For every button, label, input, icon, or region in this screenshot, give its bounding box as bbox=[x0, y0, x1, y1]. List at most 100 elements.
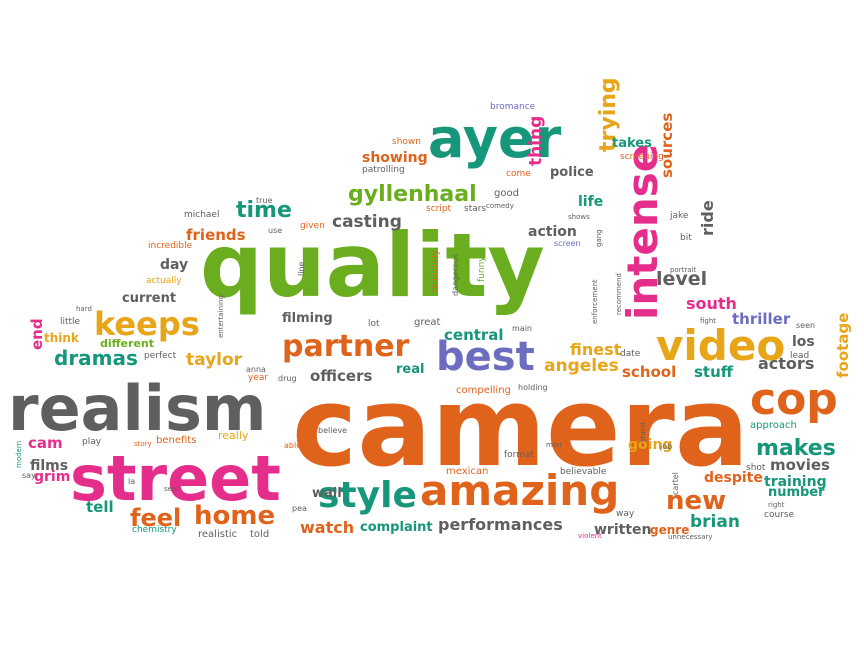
word-shot: shot bbox=[746, 463, 766, 473]
word-thriller: thriller bbox=[732, 310, 791, 328]
word-genre: genre bbox=[650, 523, 690, 537]
word-comedy: comedy bbox=[486, 202, 514, 210]
word-day: day bbox=[160, 257, 189, 273]
word-quality: quality bbox=[200, 214, 545, 317]
word-camera: camera bbox=[292, 363, 750, 491]
word-realism: realism bbox=[8, 372, 267, 445]
word-casting: casting bbox=[332, 212, 402, 232]
word-watch: watch bbox=[300, 518, 355, 537]
word-bromance: bromance bbox=[490, 102, 536, 112]
word-great: great bbox=[414, 317, 441, 328]
word-incredible: incredible bbox=[148, 241, 193, 251]
word-level: level bbox=[656, 268, 708, 290]
word-jake: jake bbox=[670, 211, 689, 221]
word-footage: footage bbox=[834, 312, 852, 378]
word-violent: violent bbox=[578, 532, 602, 540]
word-ayer: ayer bbox=[428, 107, 562, 170]
word-chemistry: chemistry bbox=[132, 525, 177, 535]
word-benefits: benefits bbox=[156, 435, 197, 446]
word-takes: takes bbox=[612, 136, 652, 151]
word-really: really bbox=[218, 429, 249, 442]
word-portrait: portrait bbox=[670, 266, 697, 274]
word-wall: wall bbox=[312, 486, 342, 501]
word-believe: believe bbox=[318, 426, 348, 435]
word-real: real bbox=[396, 362, 425, 377]
word-right: right bbox=[768, 501, 785, 509]
word-video: video bbox=[656, 321, 786, 370]
word-format: format bbox=[504, 450, 535, 460]
word-lot: lot bbox=[368, 319, 380, 329]
word-los: los bbox=[792, 334, 815, 350]
word-feel: feel bbox=[130, 504, 182, 532]
word-best: best bbox=[436, 334, 535, 380]
word-able: able bbox=[284, 441, 302, 450]
word-hard: hard bbox=[76, 305, 92, 313]
word-true: true bbox=[256, 196, 273, 205]
word-fight: fight bbox=[700, 317, 717, 325]
word-films: films bbox=[30, 458, 69, 474]
word-action: action bbox=[528, 224, 577, 240]
word-south: south bbox=[686, 294, 737, 313]
word-way: way bbox=[616, 509, 635, 519]
word-actually: actually bbox=[146, 276, 182, 286]
word-course: course bbox=[764, 510, 795, 520]
word-say: say bbox=[22, 471, 36, 480]
word-seen: seen bbox=[796, 321, 816, 330]
word-end: end bbox=[28, 318, 46, 350]
word-believable: believable bbox=[560, 467, 607, 477]
word-mexican: mexican bbox=[446, 466, 489, 477]
word-holding: holding bbox=[518, 383, 548, 392]
word-modern: modern bbox=[15, 440, 23, 468]
word-screening: screening bbox=[620, 152, 664, 162]
word-entertaining: entertaining bbox=[217, 295, 225, 338]
word-good: good bbox=[494, 188, 519, 199]
word-time: time bbox=[236, 198, 292, 223]
word-little: little bbox=[60, 317, 81, 327]
word-style: style bbox=[318, 475, 417, 516]
word-gyllenhaal: gyllenhaal bbox=[348, 182, 477, 207]
word-performances: performances bbox=[438, 515, 563, 534]
word-home: home bbox=[194, 501, 276, 531]
word-gang: gang bbox=[595, 229, 603, 247]
word-stand: stand bbox=[639, 422, 647, 442]
word-ride: ride bbox=[698, 200, 717, 236]
word-job: job bbox=[660, 442, 673, 451]
word-think: think bbox=[44, 331, 79, 345]
word-new: new bbox=[666, 486, 727, 516]
word-funny: funny bbox=[477, 256, 487, 282]
word-given: given bbox=[300, 221, 325, 231]
word-come: come bbox=[506, 169, 531, 179]
word-written: written bbox=[594, 522, 652, 538]
word-play: play bbox=[82, 437, 102, 447]
word-movies: movies bbox=[770, 456, 830, 474]
word-unnecessary: unnecessary bbox=[668, 533, 713, 541]
word-anna: anna bbox=[246, 365, 266, 374]
word-sources: sources bbox=[658, 112, 676, 178]
word-enforcement: enforcement bbox=[591, 279, 599, 324]
word-thing: thing bbox=[526, 115, 546, 166]
word-tell: tell bbox=[86, 498, 114, 516]
word-partner: partner bbox=[282, 329, 410, 364]
word-current: current bbox=[122, 291, 177, 306]
word-complaint: complaint bbox=[360, 520, 433, 535]
word-la: la bbox=[128, 477, 136, 486]
word-showing: showing bbox=[362, 150, 428, 166]
word-actors: actors bbox=[758, 354, 815, 373]
word-definitely: definitely bbox=[431, 249, 441, 292]
word-story: story bbox=[134, 440, 152, 448]
word-different: different bbox=[100, 337, 154, 350]
word-number: number bbox=[768, 485, 825, 500]
word-seat: seat bbox=[164, 485, 179, 493]
word-police: police bbox=[550, 165, 594, 180]
word-despite: despite bbox=[704, 470, 763, 486]
word-keeps: keeps bbox=[94, 305, 200, 343]
word-cop: cop bbox=[750, 374, 838, 425]
word-going: going bbox=[628, 437, 673, 453]
word-pea: pea bbox=[292, 504, 307, 513]
word-script: script bbox=[426, 204, 452, 214]
word-stars: stars bbox=[464, 204, 487, 214]
word-year: year bbox=[248, 373, 269, 383]
word-school: school bbox=[622, 363, 677, 381]
word-men: men bbox=[546, 441, 562, 449]
